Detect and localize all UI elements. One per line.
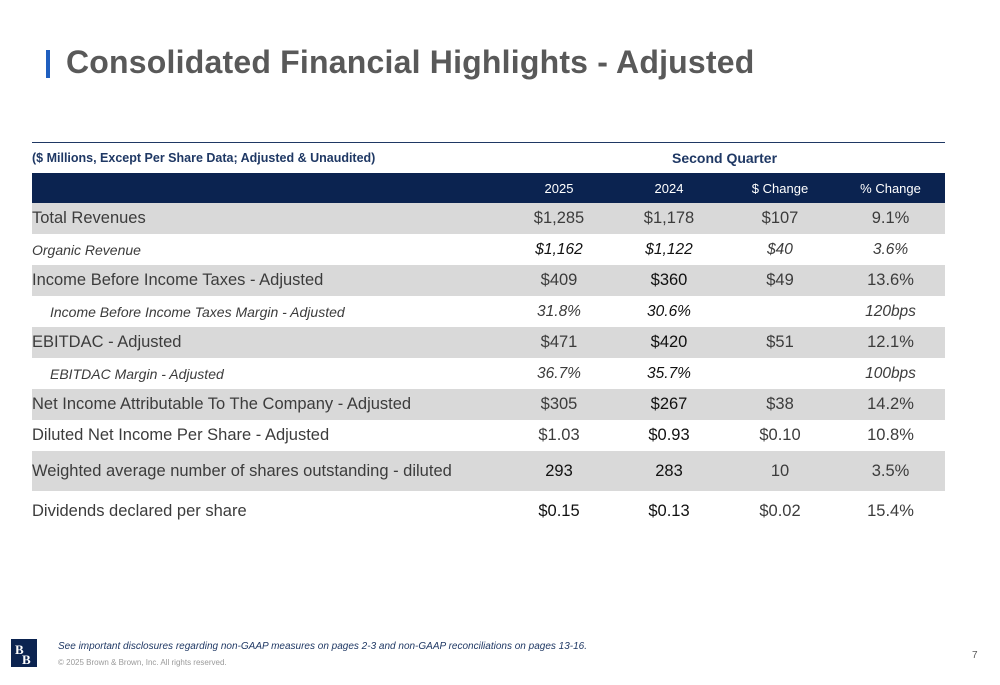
svg-text:B: B bbox=[15, 642, 24, 657]
cell-dollar-change: $107 bbox=[724, 203, 836, 234]
cell-2025: $1,285 bbox=[504, 203, 614, 234]
cell-dollar-change bbox=[724, 358, 836, 389]
page-title: Consolidated Financial Highlights - Adju… bbox=[66, 44, 755, 80]
row-label: Net Income Attributable To The Company -… bbox=[32, 389, 504, 420]
cell-2024: 283 bbox=[614, 451, 724, 491]
row-label: Total Revenues bbox=[32, 203, 504, 234]
cell-percent-change: 3.5% bbox=[836, 451, 946, 491]
brown-and-brown-logo-icon: B B bbox=[11, 639, 37, 667]
table-row-dividends: Dividends declared per share $0.15 $0.13… bbox=[32, 491, 945, 531]
title-accent-bar bbox=[46, 50, 50, 78]
row-label: Diluted Net Income Per Share - Adjusted bbox=[32, 426, 330, 444]
table-row-ebitdac: EBITDAC - Adjusted $471 $420 $51 12.1% bbox=[32, 327, 946, 358]
table-caption-row: ($ Millions, Except Per Share Data; Adju… bbox=[32, 142, 946, 173]
cell-2024: 30.6% bbox=[647, 302, 691, 320]
cell-percent-change: 14.2% bbox=[836, 389, 946, 420]
cell-dollar-change: $38 bbox=[724, 389, 836, 420]
column-group-header: Second Quarter bbox=[504, 142, 946, 173]
row-label: Organic Revenue bbox=[32, 241, 141, 258]
table-row-ebitdac-margin: EBITDAC Margin - Adjusted 36.7% 35.7% 10… bbox=[32, 358, 945, 389]
row-label: Weighted average number of shares outsta… bbox=[32, 451, 504, 491]
cell-2025: $305 bbox=[504, 389, 614, 420]
column-header-percent-change: % Change bbox=[836, 173, 946, 203]
table-row-income-before-taxes: Income Before Income Taxes - Adjusted $4… bbox=[32, 265, 946, 296]
cell-dollar-change bbox=[724, 296, 836, 327]
cell-2025: $409 bbox=[504, 265, 614, 296]
cell-percent-change: 100bps bbox=[865, 364, 916, 382]
table-row-total-revenues: Total Revenues $1,285 $1,178 $107 9.1% bbox=[32, 203, 946, 234]
column-header-2025: 2025 bbox=[504, 173, 614, 203]
cell-2024: $420 bbox=[614, 327, 724, 358]
cell-2024: $267 bbox=[614, 389, 724, 420]
cell-dollar-change: $49 bbox=[724, 265, 836, 296]
cell-dollar-change: $0.02 bbox=[759, 501, 801, 520]
cell-percent-change: 3.6% bbox=[872, 240, 909, 258]
cell-percent-change: 9.1% bbox=[836, 203, 946, 234]
row-label: EBITDAC - Adjusted bbox=[32, 327, 504, 358]
table-row-net-income: Net Income Attributable To The Company -… bbox=[32, 389, 946, 420]
table-row-diluted-eps: Diluted Net Income Per Share - Adjusted … bbox=[32, 420, 945, 451]
cell-2025: $1.03 bbox=[538, 426, 580, 444]
table-row-organic-revenue: Organic Revenue $1,162 $1,122 $40 3.6% bbox=[32, 234, 945, 265]
cell-dollar-change: $51 bbox=[724, 327, 836, 358]
row-label: Dividends declared per share bbox=[32, 501, 247, 520]
cell-2025: $1,162 bbox=[535, 240, 583, 258]
table-row-income-before-taxes-margin: Income Before Income Taxes Margin - Adju… bbox=[32, 296, 945, 327]
cell-percent-change: 13.6% bbox=[836, 265, 946, 296]
row-label: Income Before Income Taxes Margin - Adju… bbox=[50, 303, 345, 320]
svg-text:B: B bbox=[22, 652, 31, 667]
row-label: EBITDAC Margin - Adjusted bbox=[50, 365, 224, 382]
cell-2025: $0.15 bbox=[538, 501, 580, 520]
column-header-row: 2025 2024 $ Change % Change bbox=[32, 173, 946, 203]
cell-percent-change: 12.1% bbox=[836, 327, 946, 358]
cell-2024: $360 bbox=[614, 265, 724, 296]
table-caption: ($ Millions, Except Per Share Data; Adju… bbox=[32, 142, 504, 173]
cell-2024: $1,122 bbox=[645, 240, 693, 258]
copyright-notice: © 2025 Brown & Brown, Inc. All rights re… bbox=[58, 658, 227, 667]
cell-2024: $1,178 bbox=[614, 203, 724, 234]
column-header-2024: 2024 bbox=[614, 173, 724, 203]
cell-2024: $0.93 bbox=[648, 426, 690, 444]
column-header-dollar-change: $ Change bbox=[724, 173, 836, 203]
cell-percent-change: 15.4% bbox=[867, 501, 914, 520]
cell-percent-change: 10.8% bbox=[867, 426, 914, 444]
cell-2025: 31.8% bbox=[537, 302, 581, 320]
cell-dollar-change: 10 bbox=[724, 451, 836, 491]
cell-percent-change: 120bps bbox=[865, 302, 916, 320]
non-gaap-footnote: See important disclosures regarding non-… bbox=[58, 641, 588, 652]
page-number: 7 bbox=[972, 650, 978, 661]
cell-2025: 293 bbox=[504, 451, 614, 491]
cell-2025: $471 bbox=[504, 327, 614, 358]
cell-2025: 36.7% bbox=[537, 364, 581, 382]
row-label: Income Before Income Taxes - Adjusted bbox=[32, 265, 504, 296]
cell-2024: 35.7% bbox=[647, 364, 691, 382]
cell-dollar-change: $40 bbox=[767, 240, 793, 258]
cell-2024: $0.13 bbox=[648, 501, 690, 520]
financial-highlights-table: ($ Millions, Except Per Share Data; Adju… bbox=[32, 142, 946, 531]
column-header-blank bbox=[32, 173, 504, 203]
cell-dollar-change: $0.10 bbox=[759, 426, 801, 444]
table-row-weighted-shares: Weighted average number of shares outsta… bbox=[32, 451, 946, 491]
